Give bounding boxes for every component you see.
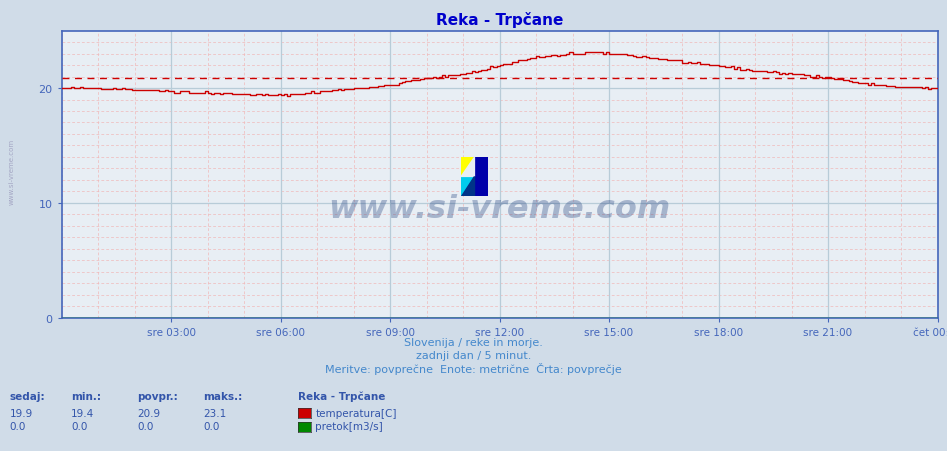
Text: www.si-vreme.com: www.si-vreme.com — [9, 138, 14, 204]
Text: Slovenija / reke in morje.: Slovenija / reke in morje. — [404, 337, 543, 347]
Text: 0.0: 0.0 — [137, 421, 153, 431]
Text: 0.0: 0.0 — [204, 421, 220, 431]
Text: povpr.:: povpr.: — [137, 391, 178, 401]
Bar — [474, 158, 488, 196]
Polygon shape — [461, 177, 474, 196]
Bar — [461, 158, 474, 177]
Text: 0.0: 0.0 — [9, 421, 26, 431]
Text: 19.4: 19.4 — [71, 408, 95, 418]
Text: Reka - Trpčane: Reka - Trpčane — [298, 391, 385, 401]
Text: 23.1: 23.1 — [204, 408, 227, 418]
Text: 20.9: 20.9 — [137, 408, 160, 418]
Text: zadnji dan / 5 minut.: zadnji dan / 5 minut. — [416, 350, 531, 360]
Text: maks.:: maks.: — [204, 391, 242, 401]
Text: temperatura[C]: temperatura[C] — [315, 408, 397, 418]
Polygon shape — [461, 158, 474, 177]
Text: Meritve: povprečne  Enote: metrične  Črta: povprečje: Meritve: povprečne Enote: metrične Črta:… — [325, 362, 622, 374]
Text: min.:: min.: — [71, 391, 101, 401]
Text: 0.0: 0.0 — [71, 421, 87, 431]
Text: 19.9: 19.9 — [9, 408, 33, 418]
Bar — [461, 177, 474, 196]
Text: pretok[m3/s]: pretok[m3/s] — [315, 421, 384, 431]
Text: sedaj:: sedaj: — [9, 391, 45, 401]
Title: Reka - Trpčane: Reka - Trpčane — [436, 12, 563, 28]
Text: www.si-vreme.com: www.si-vreme.com — [329, 193, 670, 225]
